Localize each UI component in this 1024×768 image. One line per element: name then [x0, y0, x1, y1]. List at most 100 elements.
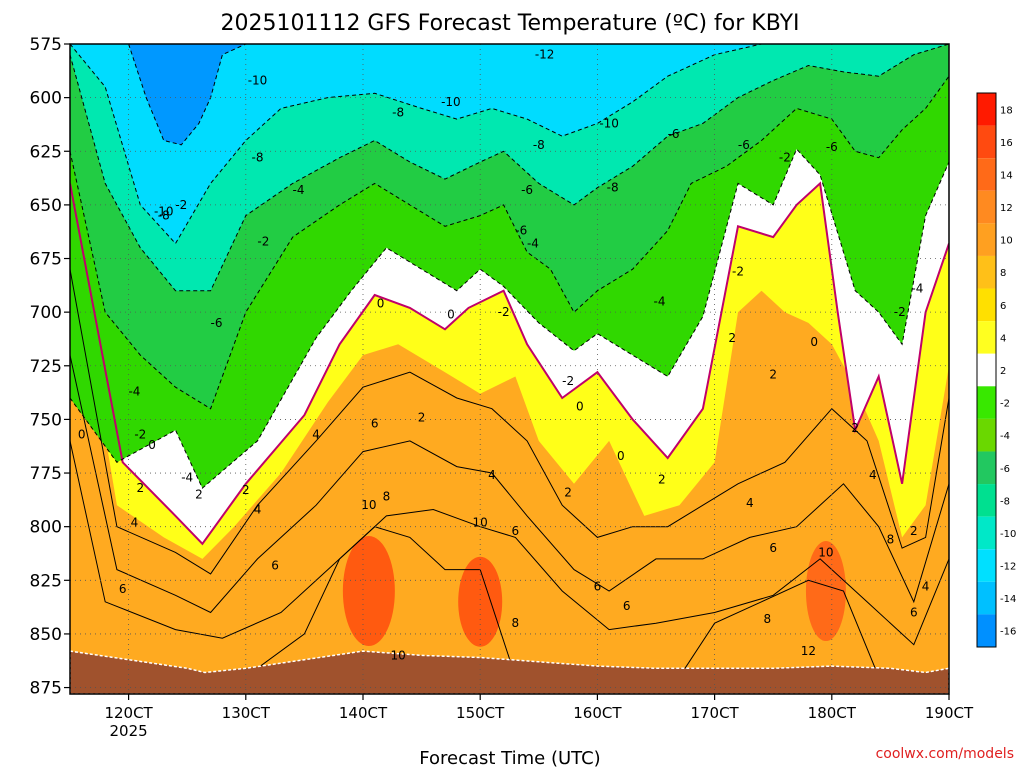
contour-label: -2 — [498, 305, 510, 319]
y-tick-label: 600 — [30, 89, 62, 109]
contour-label: 2 — [851, 421, 859, 435]
x-tick-label: 150CT — [456, 704, 505, 722]
contour-label: -10 — [441, 95, 461, 109]
contour-label: 8 — [764, 612, 772, 626]
cold-contour — [70, 75, 949, 410]
contour-label: 8 — [512, 616, 520, 630]
contour-label: 4 — [131, 515, 139, 529]
contour-label: 0 — [78, 427, 86, 441]
contour-labels: -12-10-10-10-10-8-8-8-8-8-6-6-6-6-6 -6-4-… — [78, 48, 930, 663]
colorbar-swatch — [977, 158, 996, 191]
contour-label: 10 — [818, 545, 833, 559]
colorbar-swatch — [977, 581, 996, 615]
colorbar-label: 10 — [1000, 236, 1013, 247]
contour-label: 6 — [119, 582, 127, 596]
contour-label: 6 — [512, 524, 520, 538]
contour-label: -4 — [293, 183, 305, 197]
warm-core-140 — [342, 536, 395, 647]
zero-isotherm-line — [70, 181, 949, 546]
contour-label: -2 — [175, 198, 187, 212]
x-tick-label: 130CT — [222, 704, 271, 722]
colorbar-label: 16 — [1000, 138, 1013, 149]
x-tick-label: 190CT — [925, 704, 974, 722]
colorbar-label: 2 — [1000, 366, 1006, 377]
colorbar-swatch — [977, 353, 996, 387]
contour-label: -2 — [562, 374, 574, 388]
contour-label: 2 — [658, 472, 666, 486]
y-tick-label: 775 — [30, 464, 62, 484]
y-tick-label: 675 — [30, 250, 62, 270]
x-tick-label: 160CT — [573, 704, 622, 722]
contour-label: 0 — [447, 307, 455, 321]
contour-label: 2 — [728, 331, 736, 345]
contour-label: 4 — [922, 580, 930, 594]
minus-two-isotherm-line — [70, 148, 949, 489]
y-tick-label: 800 — [30, 518, 62, 538]
contour-label: -8 — [252, 151, 264, 165]
contour-label: 4 — [869, 468, 877, 482]
credit-link[interactable]: coolwx.com/models — [876, 746, 1014, 762]
colorbar-swatch — [977, 614, 996, 647]
contour-label: 2 — [195, 487, 203, 501]
contour-label: -10 — [599, 116, 619, 130]
colorbar: 18 16 14 12 10 8 6 4 2 -2 -4 -6 -8 -10 -12 -14 -16 — [976, 92, 1016, 648]
colorbar-swatch — [977, 484, 996, 517]
y-tick-label: 750 — [30, 410, 62, 430]
contour-label: -8 — [533, 138, 545, 152]
warm-core-150 — [458, 556, 503, 647]
contour-label: -12 — [535, 48, 555, 62]
contour-label: 10 — [361, 498, 376, 512]
contour-label: 2 — [910, 524, 918, 538]
plot-area — [70, 44, 949, 694]
colorbar-swatch — [977, 288, 996, 322]
contour-label: 0 — [617, 449, 625, 463]
contour-label: 0 — [148, 438, 156, 452]
contour-label: 0 — [810, 335, 818, 349]
contour-label: 6 — [910, 605, 918, 619]
contour-label: -2 — [732, 264, 744, 278]
contour-label: -6 — [738, 138, 750, 152]
y-tick-label: 850 — [30, 625, 62, 645]
y-tick-label: 625 — [30, 142, 62, 162]
contour-label: 2 — [564, 485, 572, 499]
warm-core-180 — [805, 541, 846, 642]
contour-label: 8 — [383, 490, 391, 504]
contour-label: -4 — [911, 282, 923, 296]
contour-label: 0 — [576, 400, 584, 414]
x-tick-label: 120CT — [104, 704, 153, 722]
contour-label: -8 — [392, 106, 404, 120]
contour-label: -6 — [211, 316, 223, 330]
colorbar-label: 18 — [1000, 105, 1013, 116]
contour-label: 6 — [371, 417, 379, 431]
colorbar-swatch — [977, 418, 996, 452]
contour-label: 10 — [473, 515, 488, 529]
contour-label: 8 — [887, 533, 895, 547]
contour-label: 6 — [623, 599, 631, 613]
contour-label: -2 — [894, 305, 906, 319]
contour-label: 10 — [391, 648, 406, 662]
colorbar-swatch — [977, 190, 996, 224]
x-tick-label: 170CT — [690, 704, 739, 722]
colorbar-label: 8 — [1000, 268, 1006, 279]
y-tick-label: 725 — [30, 357, 62, 377]
colorbar-label: -14 — [1000, 594, 1016, 605]
contour-label: -6 — [826, 140, 838, 154]
colorbar-label: 14 — [1000, 170, 1013, 181]
contour-label: 4 — [488, 468, 496, 482]
contour-label: -2 — [134, 427, 146, 441]
colorbar-swatch — [977, 549, 996, 582]
y-tick-label: 575 — [30, 35, 62, 55]
y-tick-label: 700 — [30, 303, 62, 323]
colorbar-label: -16 — [1000, 627, 1016, 638]
contour-label: -10 — [154, 204, 174, 218]
contour-label: 4 — [254, 503, 262, 517]
contour-label: -4 — [128, 385, 140, 399]
contour-label: 6 — [271, 558, 279, 572]
contour-label: -6 — [668, 127, 680, 141]
colorbar-label: -4 — [1000, 431, 1010, 442]
chart-title: 2025101112 GFS Forecast Temperature (ºC)… — [220, 11, 799, 36]
x-axis-label: Forecast Time (UTC) — [419, 748, 600, 768]
colorbar-label: 12 — [1000, 203, 1013, 214]
contour-label: 4 — [312, 427, 320, 441]
